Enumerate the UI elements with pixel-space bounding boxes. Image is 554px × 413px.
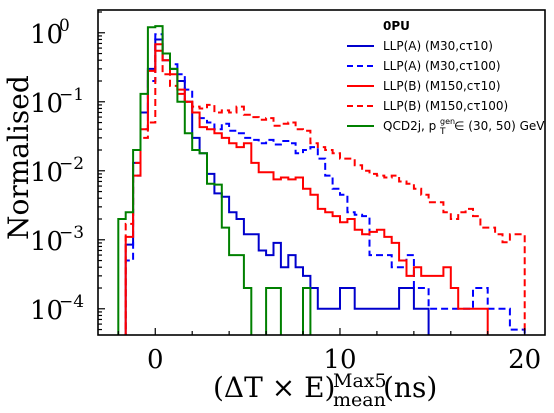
y-tick-exponent: 0 — [59, 16, 70, 36]
y-tick-label: 10 — [30, 89, 63, 119]
legend: 0PU LLP(A) (M30,cτ10) LLP(A) (M30,cτ100) L… — [347, 19, 545, 137]
legend-entry-label: LLP(A) (M30,cτ10) — [383, 39, 493, 53]
x-axis-label-main: (ΔT × E) — [213, 371, 335, 404]
y-tick-exponent: −3 — [59, 223, 84, 243]
legend-entry-tail: ∈ (30, 50) GeV — [454, 119, 545, 133]
plot-area — [97, 9, 546, 336]
plot-frame — [97, 9, 546, 336]
legend-entry-label: LLP(A) (M30,cτ100) — [383, 59, 501, 73]
x-axis-label: (ΔT × E) Max5 mean (ns) — [213, 370, 437, 411]
y-tick-exponent: −1 — [59, 85, 84, 105]
y-tick-label: 10 — [30, 20, 63, 50]
x-tick-label: 10 — [323, 345, 356, 375]
x-axis-label-sup: Max5 — [333, 370, 387, 392]
legend-title: 0PU — [383, 19, 410, 33]
legend-entry-sub: T — [439, 127, 446, 137]
legend-entry-label: LLP(B) (M150,cτ10) — [383, 79, 501, 93]
x-tick-label: 20 — [508, 345, 541, 375]
x-tick-label: 0 — [147, 345, 164, 375]
series-line-3 — [124, 43, 489, 335]
x-axis-label-sub: mean — [333, 389, 386, 411]
x-axis: 0 10 20 — [117, 328, 541, 375]
y-tick-exponent: −2 — [59, 154, 84, 174]
series-line-4 — [124, 49, 526, 335]
legend-entry-label: QCD2j, p — [383, 119, 436, 133]
y-tick-label: 10 — [30, 296, 63, 326]
series-line-2 — [124, 33, 526, 335]
y-tick-exponent: −4 — [59, 292, 84, 312]
legend-entry-sup: gen — [440, 117, 455, 126]
y-axis-label: Normalised — [2, 75, 35, 240]
series-line-5 — [117, 25, 312, 335]
series-layer — [117, 25, 526, 335]
x-axis-label-unit: (ns) — [383, 371, 437, 404]
y-tick-label: 10 — [30, 158, 63, 188]
legend-entry-label: LLP(B) (M150,cτ100) — [383, 99, 508, 113]
y-tick-label: 10 — [30, 227, 63, 257]
